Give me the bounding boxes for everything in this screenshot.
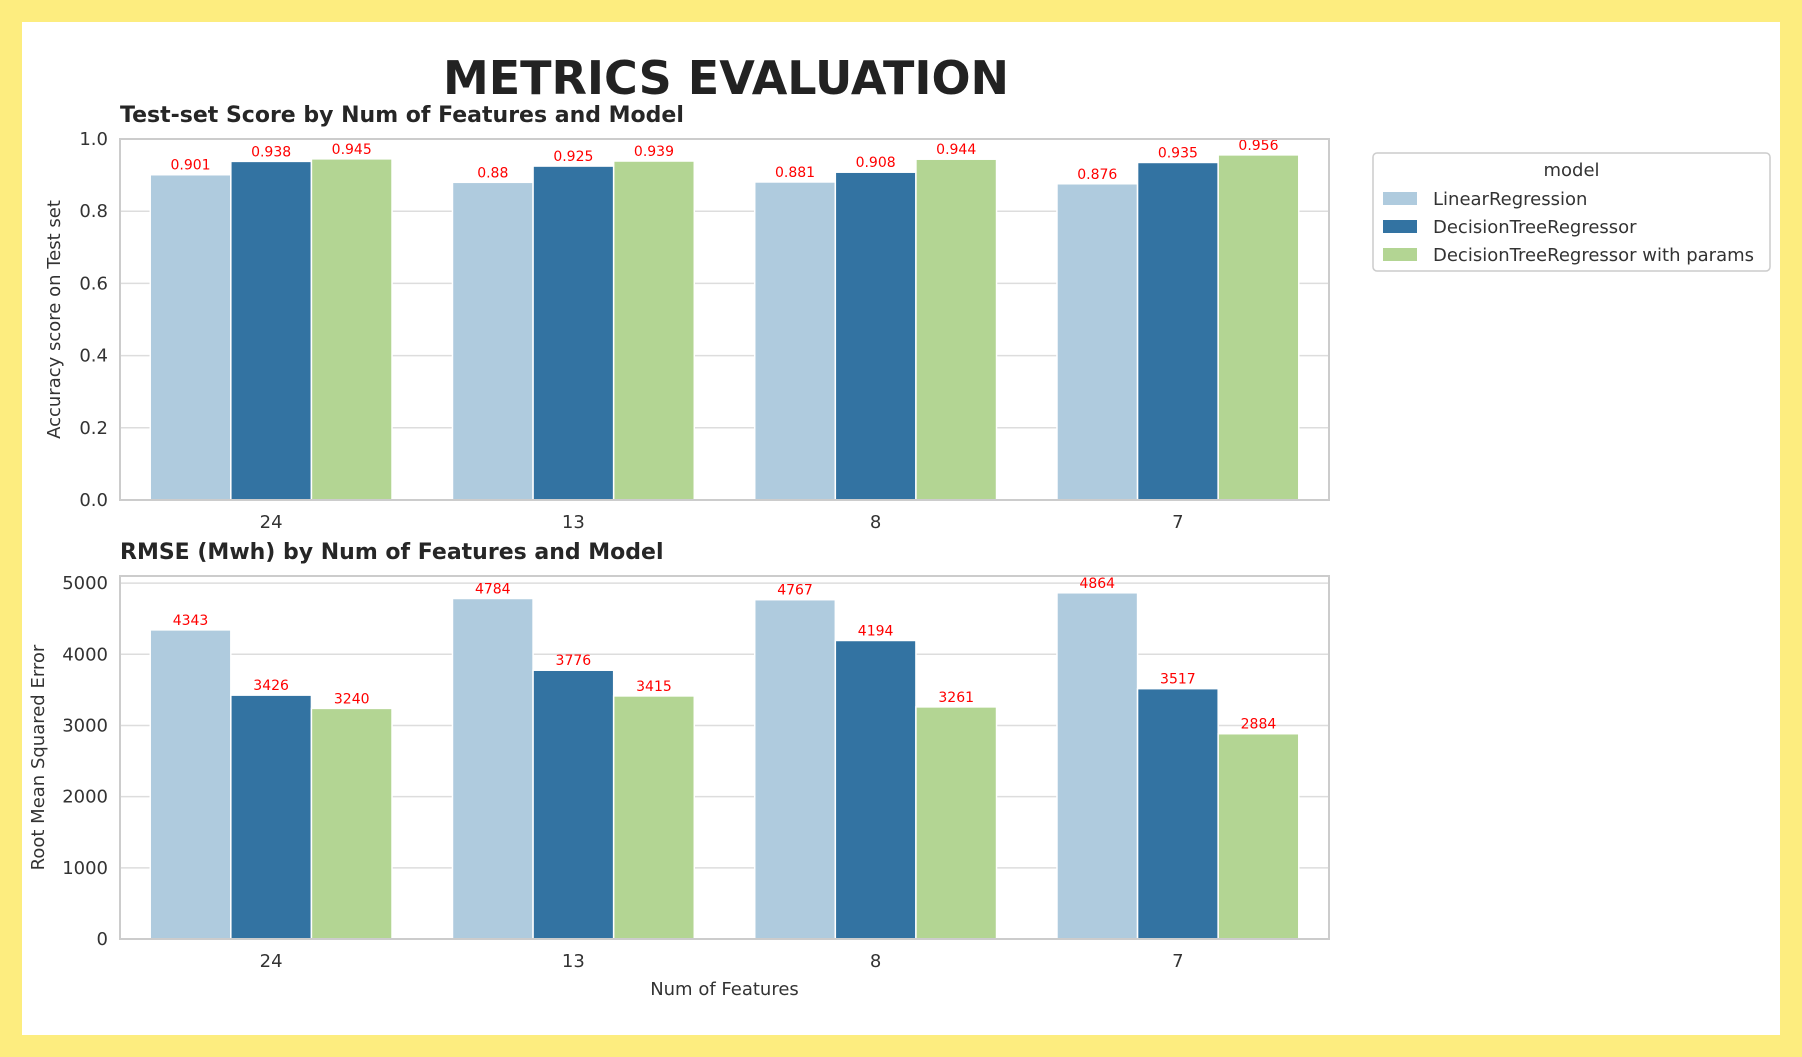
bar-value-label: 3415 [636, 679, 672, 695]
bar-value-label: 3776 [556, 653, 592, 669]
legend-title: model [1543, 160, 1599, 181]
bar [451, 181, 534, 501]
y-axis-label: Accuracy score on Test set [44, 200, 65, 439]
y-tick-label: 0.8 [79, 201, 108, 222]
bar [532, 669, 615, 940]
bar-value-label: 0.881 [775, 165, 815, 181]
y-tick-label: 1.0 [79, 129, 108, 150]
y-tick-label: 0.6 [79, 273, 108, 294]
x-tick-label: 13 [562, 512, 585, 533]
chart-title: RMSE (Mwh) by Num of Features and Model [120, 540, 664, 565]
y-axis-label: Root Mean Squared Error [28, 644, 49, 870]
bar [532, 165, 615, 501]
bar-value-label: 0.925 [553, 149, 593, 165]
bar [1056, 183, 1139, 501]
bar-value-label: 4864 [1079, 576, 1115, 592]
bar-value-label: 4784 [475, 581, 511, 597]
bar [834, 171, 917, 501]
figure-canvas: METRICS EVALUATION Test-set Score by Num… [28, 51, 1771, 1000]
bar-value-label: 4194 [858, 623, 894, 639]
bar-value-label: 4767 [777, 583, 813, 599]
x-tick-label: 7 [1172, 951, 1183, 972]
y-tick-label: 0 [97, 929, 108, 950]
bar-value-label: 2884 [1241, 717, 1277, 733]
bar-value-label: 4343 [173, 613, 209, 629]
bar [1056, 592, 1139, 940]
x-tick-label: 24 [260, 512, 283, 533]
bar [310, 158, 393, 501]
chart-score: Test-set Score by Num of Features and Mo… [44, 103, 1330, 533]
bar [612, 160, 696, 501]
chart-rmse: RMSE (Mwh) by Num of Features and Model 0… [28, 540, 1330, 1000]
bar-value-label: 0.945 [332, 142, 372, 158]
axes-frame [119, 575, 1330, 940]
charts-group: Test-set Score by Num of Features and Mo… [28, 103, 1330, 1000]
bar [1217, 154, 1300, 501]
bar [230, 694, 313, 940]
bar-value-label: 3426 [253, 678, 289, 694]
bar [149, 629, 232, 940]
legend-swatch [1383, 220, 1417, 233]
axes-frame [119, 138, 1330, 501]
bar-value-label: 0.88 [477, 165, 508, 181]
x-tick-label: 24 [260, 951, 283, 972]
x-tick-label: 8 [870, 951, 881, 972]
bar-value-label: 3261 [938, 690, 974, 706]
y-tick-label: 3000 [62, 715, 108, 736]
bar [834, 639, 917, 940]
y-tick-label: 0.2 [79, 418, 108, 439]
bar-value-label: 0.938 [251, 144, 291, 160]
bar [230, 160, 313, 501]
legend-item-label: LinearRegression [1433, 189, 1587, 210]
figure-title: METRICS EVALUATION [443, 51, 1009, 105]
bar-value-label: 3240 [334, 691, 370, 707]
bar [1136, 687, 1219, 940]
bar [1136, 161, 1219, 501]
legend: model LinearRegression DecisionTreeRegress… [1372, 152, 1771, 272]
bar-value-label: 0.944 [936, 142, 976, 158]
legend-box [1372, 152, 1771, 272]
bar-value-label: 0.939 [634, 144, 674, 160]
x-tick-label: 13 [562, 951, 585, 972]
y-tick-label: 5000 [62, 573, 108, 594]
bar [451, 597, 534, 940]
bar-value-label: 0.956 [1238, 138, 1278, 154]
bar [915, 706, 998, 940]
bar [753, 598, 837, 940]
x-axis-label: Num of Features [650, 979, 799, 1000]
legend-item-label: DecisionTreeRegressor with params [1433, 245, 1754, 266]
chart-title: Test-set Score by Num of Features and Mo… [120, 103, 684, 128]
bar [753, 181, 837, 501]
bar [149, 173, 232, 501]
bar-value-label: 0.901 [170, 158, 210, 174]
bar-value-label: 0.908 [856, 155, 896, 171]
bar-value-label: 3517 [1160, 672, 1196, 688]
legend-swatch [1383, 192, 1417, 205]
bar [915, 158, 998, 501]
bar-value-label: 0.876 [1077, 167, 1117, 183]
y-tick-label: 0.4 [79, 346, 108, 367]
y-tick-label: 0.0 [79, 490, 108, 511]
x-tick-label: 7 [1172, 512, 1183, 533]
figure-page: METRICS EVALUATION Test-set Score by Num… [22, 22, 1780, 1035]
y-tick-label: 4000 [62, 644, 108, 665]
y-tick-label: 1000 [62, 858, 108, 879]
legend-item-label: DecisionTreeRegressor [1433, 217, 1637, 238]
x-tick-label: 8 [870, 512, 881, 533]
y-tick-label: 2000 [62, 787, 108, 808]
bar-value-label: 0.935 [1158, 145, 1198, 161]
legend-swatch [1383, 248, 1417, 261]
bar [310, 707, 393, 940]
bar [1217, 732, 1300, 940]
bar [612, 695, 696, 940]
